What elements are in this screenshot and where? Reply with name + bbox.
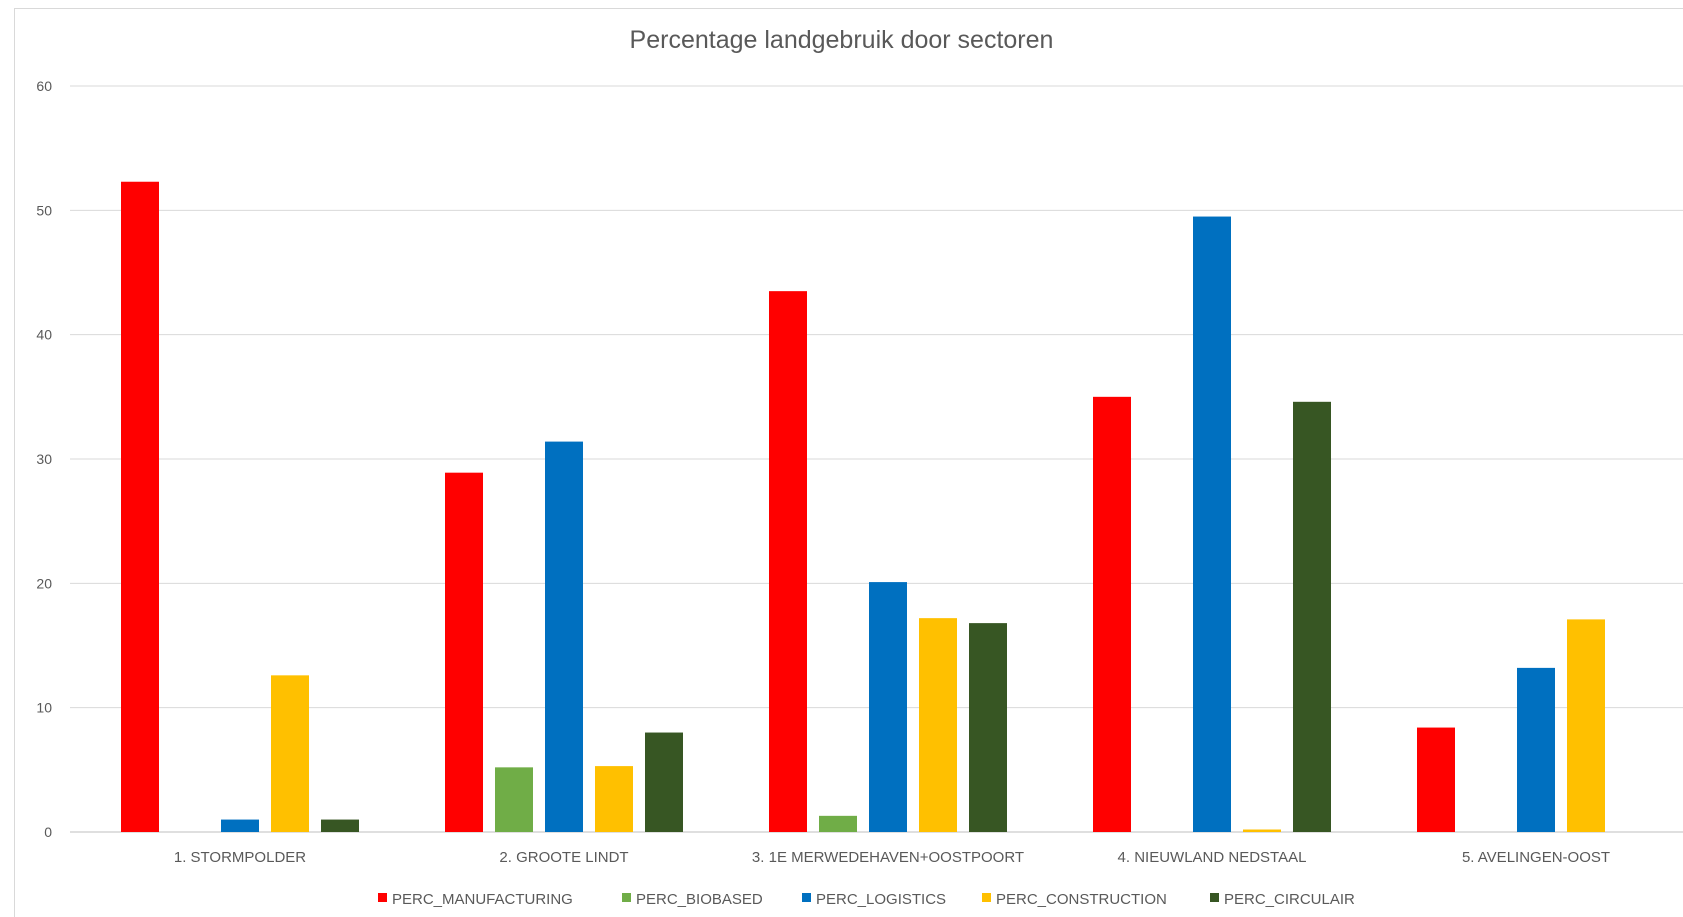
bar — [919, 618, 957, 832]
y-axis: 0 10 20 30 40 50 60 — [36, 78, 52, 840]
legend-swatch — [1210, 893, 1219, 902]
x-tick-label: 4. NIEUWLAND NEDSTAAL — [1118, 849, 1307, 866]
y-tick-label: 60 — [36, 78, 52, 94]
legend-label: PERC_CONSTRUCTION — [996, 891, 1167, 908]
legend-swatch — [622, 893, 631, 902]
legend-swatch — [982, 893, 991, 902]
y-tick-label: 30 — [36, 451, 52, 467]
bar — [819, 816, 857, 832]
legend-label: PERC_MANUFACTURING — [392, 891, 573, 908]
bar — [769, 291, 807, 832]
bar — [1567, 619, 1605, 832]
bar — [495, 767, 533, 832]
bar — [321, 820, 359, 832]
bars — [121, 182, 1605, 832]
x-axis: 1. STORMPOLDER 2. GROOTE LINDT 3. 1E MERWE… — [174, 849, 1610, 866]
y-tick-label: 20 — [36, 575, 52, 591]
bar — [1243, 830, 1281, 832]
legend-label: PERC_CIRCULAIR — [1224, 891, 1355, 908]
bar — [271, 675, 309, 832]
bar — [445, 473, 483, 832]
legend-swatch — [802, 893, 811, 902]
bar — [121, 182, 159, 832]
bar — [1417, 728, 1455, 832]
y-tick-label: 40 — [36, 327, 52, 343]
legend-label: PERC_BIOBASED — [636, 891, 763, 908]
bar — [645, 733, 683, 832]
bar — [1517, 668, 1555, 832]
legend-label: PERC_LOGISTICS — [816, 891, 946, 908]
bar — [869, 582, 907, 832]
bar — [969, 623, 1007, 832]
y-tick-label: 50 — [36, 202, 52, 218]
bar — [221, 820, 259, 832]
bar — [595, 766, 633, 832]
x-tick-label: 2. GROOTE LINDT — [499, 849, 628, 866]
bar — [1193, 217, 1231, 832]
y-tick-label: 10 — [36, 700, 52, 716]
bar — [545, 442, 583, 832]
x-tick-label: 1. STORMPOLDER — [174, 849, 306, 866]
bar — [1293, 402, 1331, 832]
bar — [1093, 397, 1131, 832]
legend-swatch — [378, 893, 387, 902]
legend: PERC_MANUFACTURING PERC_BIOBASED PERC_LOGI… — [378, 891, 1355, 908]
x-tick-label: 3. 1E MERWEDEHAVEN+OOSTPOORT — [752, 849, 1024, 866]
y-tick-label: 0 — [44, 824, 52, 840]
x-tick-label: 5. AVELINGEN-OOST — [1462, 849, 1610, 866]
